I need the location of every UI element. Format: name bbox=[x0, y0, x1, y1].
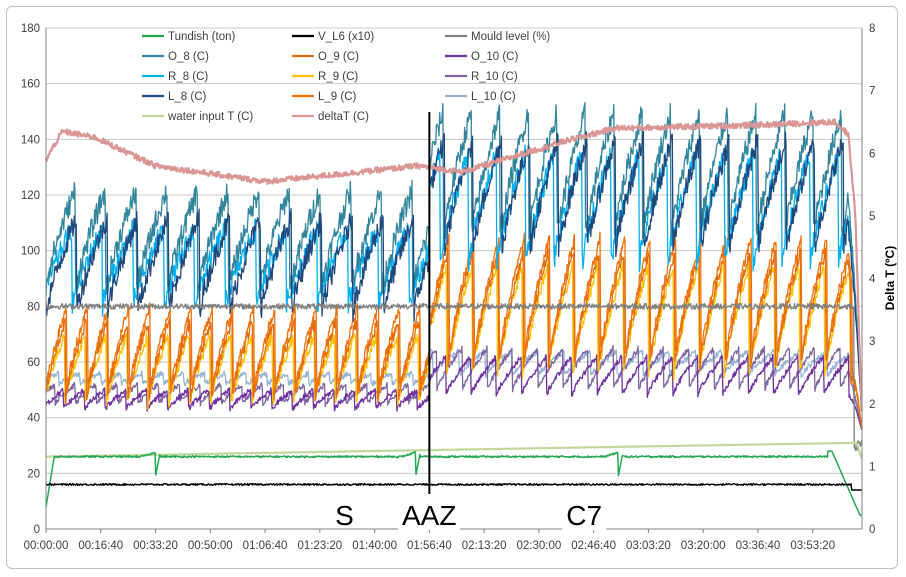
y-tick-label: 80 bbox=[27, 301, 40, 313]
y2-tick-label: 4 bbox=[869, 274, 876, 286]
legend-label: L_8 (C) bbox=[168, 91, 207, 103]
series-l8 bbox=[45, 130, 863, 410]
series-r8 bbox=[45, 144, 863, 411]
y-tick-label: 180 bbox=[21, 23, 40, 35]
series-water-input bbox=[45, 441, 863, 459]
legend-label: O_9 (C) bbox=[318, 51, 359, 63]
x-tick-label: 02:46:40 bbox=[571, 540, 616, 552]
y-tick-label: 20 bbox=[27, 468, 40, 480]
legend-label: Mould level (%) bbox=[471, 31, 550, 43]
legend-label: L_10 (C) bbox=[471, 91, 516, 103]
series-l9 bbox=[45, 231, 863, 428]
legend-label: V_L6 (x10) bbox=[318, 31, 374, 43]
x-tick-label: 03:53:20 bbox=[790, 540, 835, 552]
y-tick-label: 140 bbox=[21, 134, 40, 146]
y2-tick-label: 7 bbox=[869, 86, 875, 98]
annotation-bg bbox=[397, 494, 460, 530]
x-tick-label: 00:00:00 bbox=[24, 540, 69, 552]
annotation-s: S bbox=[335, 500, 354, 531]
y2-tick-label: 1 bbox=[869, 461, 875, 473]
x-tick-label: 02:13:20 bbox=[462, 540, 507, 552]
legend-label: O_8 (C) bbox=[168, 51, 209, 63]
legend-label: L_9 (C) bbox=[318, 91, 357, 103]
series-deltat bbox=[44, 118, 863, 412]
legend-label: deltaT (C) bbox=[318, 111, 369, 123]
x-tick-label: 01:40:00 bbox=[352, 540, 397, 552]
x-tick-label: 01:23:20 bbox=[297, 540, 342, 552]
y-tick-label: 0 bbox=[34, 524, 40, 536]
series-v-l6 bbox=[45, 482, 862, 491]
legend-label: R_10 (C) bbox=[471, 71, 518, 83]
y-tick-label: 160 bbox=[21, 79, 40, 91]
annotation-bg bbox=[562, 494, 607, 530]
x-tick-label: 01:06:40 bbox=[243, 540, 288, 552]
annotation-aaz: AAZ bbox=[402, 500, 456, 531]
legend-label: Tundish (ton) bbox=[168, 31, 235, 43]
series-group bbox=[44, 102, 863, 516]
x-tick-label: 03:20:00 bbox=[681, 540, 726, 552]
series-mould-level bbox=[45, 302, 863, 452]
y2-axis-title: Delta T (ºC) bbox=[883, 246, 897, 310]
legend-label: O_10 (C) bbox=[471, 51, 518, 63]
annotations: S AAZ C7 bbox=[335, 112, 607, 531]
legend: Tundish (ton) V_L6 (x10) Mould level (%) O_… bbox=[142, 31, 550, 123]
y2-tick-label: 5 bbox=[869, 211, 875, 223]
x-tick-label: 00:50:00 bbox=[188, 540, 233, 552]
x-tick-label: 01:56:40 bbox=[407, 540, 452, 552]
y2-tick-label: 0 bbox=[869, 524, 875, 536]
x-tick-label: 00:33:20 bbox=[133, 540, 178, 552]
y2-tick-label: 2 bbox=[869, 399, 875, 411]
series-tundish bbox=[45, 450, 862, 516]
chart-frame bbox=[6, 6, 898, 569]
x-tick-label: 03:36:40 bbox=[736, 540, 781, 552]
y-tick-label: 60 bbox=[27, 357, 40, 369]
y2-tick-label: 3 bbox=[869, 336, 875, 348]
y-tick-label: 100 bbox=[21, 246, 40, 258]
series-o10 bbox=[45, 353, 863, 430]
y-tick-label: 120 bbox=[21, 190, 40, 202]
x-tick-label: 02:30:00 bbox=[517, 540, 562, 552]
legend-label: water input T (C) bbox=[167, 111, 253, 123]
x-tick-label: 03:03:20 bbox=[626, 540, 671, 552]
legend-label: R_9 (C) bbox=[318, 71, 358, 83]
y-tick-label: 40 bbox=[27, 413, 40, 425]
legend-label: R_8 (C) bbox=[168, 71, 208, 83]
x-tick-label: 00:16:40 bbox=[78, 540, 123, 552]
axes: 0 20 40 60 80 100 120 140 160 180 0 1 2 3 4 5 6 7 8 00:00:0… bbox=[21, 23, 876, 552]
series-l10 bbox=[45, 348, 863, 430]
y2-tick-label: 8 bbox=[869, 23, 875, 35]
annotation-c7: C7 bbox=[566, 500, 602, 531]
y2-tick-label: 6 bbox=[869, 148, 875, 160]
